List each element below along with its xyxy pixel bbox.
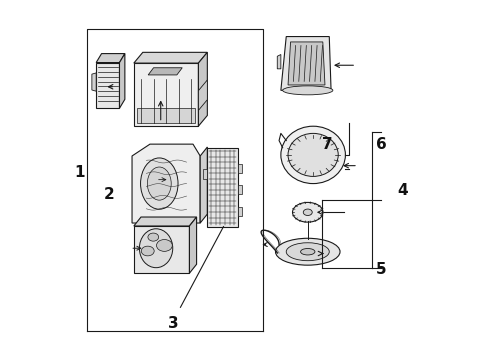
Ellipse shape <box>300 248 315 255</box>
Bar <box>207 148 238 226</box>
Polygon shape <box>120 54 125 108</box>
Polygon shape <box>134 52 207 63</box>
Ellipse shape <box>141 158 178 209</box>
Polygon shape <box>134 217 196 226</box>
Polygon shape <box>198 52 207 126</box>
Polygon shape <box>288 42 325 85</box>
Text: 2: 2 <box>103 187 114 202</box>
Bar <box>238 207 242 216</box>
Text: 6: 6 <box>376 137 387 152</box>
Text: 1: 1 <box>75 165 85 180</box>
Ellipse shape <box>281 126 345 184</box>
Polygon shape <box>96 54 125 63</box>
Ellipse shape <box>283 86 333 95</box>
Polygon shape <box>92 73 96 91</box>
Ellipse shape <box>139 229 173 268</box>
Bar <box>238 164 242 173</box>
Polygon shape <box>277 54 281 69</box>
Bar <box>203 168 207 179</box>
Ellipse shape <box>148 233 159 241</box>
Ellipse shape <box>156 239 172 251</box>
Ellipse shape <box>288 134 338 176</box>
Bar <box>238 185 242 194</box>
Ellipse shape <box>275 238 340 265</box>
Polygon shape <box>200 147 207 223</box>
Text: 3: 3 <box>168 316 178 331</box>
Polygon shape <box>148 68 182 75</box>
Polygon shape <box>190 217 196 273</box>
Ellipse shape <box>141 246 154 256</box>
Text: 7: 7 <box>322 137 333 152</box>
Polygon shape <box>96 63 120 108</box>
Ellipse shape <box>303 209 312 216</box>
Text: 5: 5 <box>376 262 387 277</box>
Polygon shape <box>134 63 198 126</box>
Ellipse shape <box>147 167 171 200</box>
Ellipse shape <box>293 202 323 222</box>
Ellipse shape <box>286 243 329 261</box>
Bar <box>137 108 195 123</box>
Polygon shape <box>281 37 331 90</box>
Polygon shape <box>132 144 200 223</box>
Polygon shape <box>134 226 190 273</box>
Polygon shape <box>198 80 207 111</box>
Text: 4: 4 <box>397 183 408 198</box>
